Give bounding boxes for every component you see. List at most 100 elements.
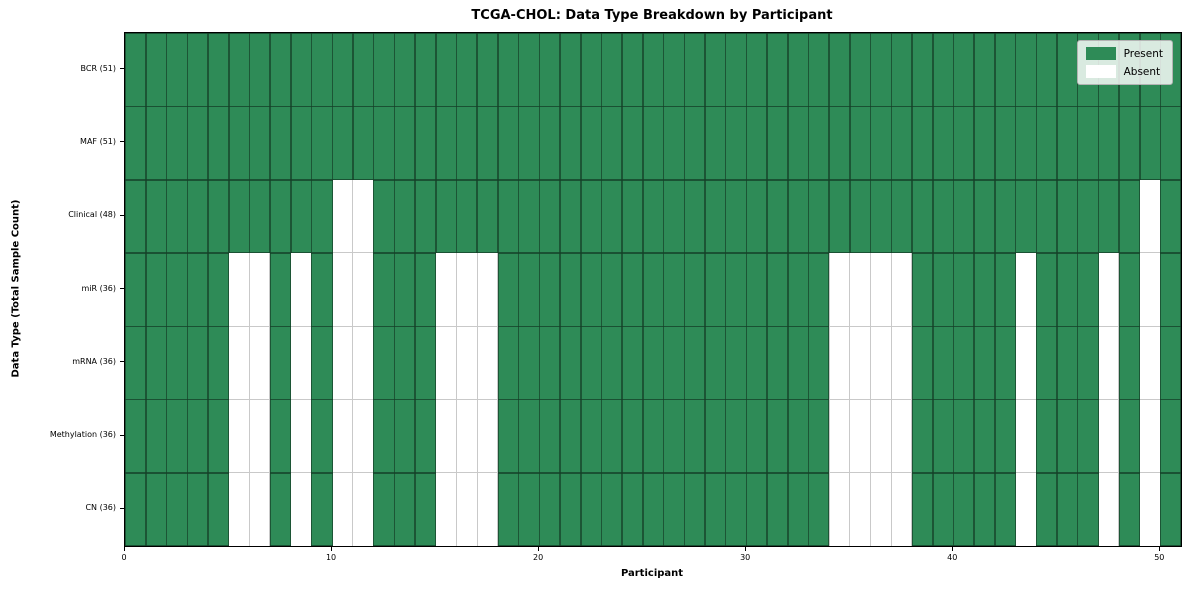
heatmap-cell [973,252,996,327]
heatmap-cell [973,179,996,254]
heatmap-cell [187,179,209,254]
legend: Present Absent [1076,40,1173,85]
heatmap-cell [187,399,209,474]
heatmap-cell [746,399,768,474]
heatmap-cell [249,106,271,181]
heatmap-cell [994,179,1016,254]
heatmap-cell [207,179,230,254]
heatmap-cell [456,179,478,254]
heatmap-cell [125,179,147,254]
heatmap-cell [559,326,582,400]
x-tick-mark [1158,546,1160,551]
heatmap-cell [953,472,975,547]
heatmap-cell [539,252,561,327]
heatmap-cell [621,33,644,107]
heatmap-cell [580,33,602,107]
heatmap-cell [663,472,685,547]
heatmap-cell [601,179,623,254]
heatmap-cell [249,179,271,254]
heatmap-cell [414,472,437,547]
heatmap-cell [187,252,209,327]
heatmap-cell [746,106,768,181]
heatmap-cell [187,472,209,547]
y-tick-mark [120,361,124,363]
heatmap-cell [290,33,312,107]
heatmap-cell [1077,179,1099,254]
heatmap-cell [1036,399,1058,474]
heatmap-cell [207,252,230,327]
heatmap-cell [207,106,230,181]
heatmap-cell [373,252,395,327]
heatmap-cell [559,179,582,254]
heatmap-cell [973,106,996,181]
heatmap-cell [166,179,188,254]
heatmap-cell [973,33,996,107]
heatmap-cell [1118,252,1141,327]
heatmap-cell [1118,399,1141,474]
heatmap-cell [870,179,892,254]
heatmap-cell [766,179,789,254]
heatmap-cell [311,326,333,400]
heatmap-cell [1056,399,1078,474]
heatmap-cell [207,326,230,400]
heatmap-cell [1036,252,1058,327]
heatmap-cell [621,106,644,181]
heatmap-cell [932,399,954,474]
heatmap-cell [891,33,913,107]
heatmap-cell [414,179,437,254]
heatmap-cell [911,326,934,400]
heatmap-cell [1160,399,1182,474]
heatmap-cell [808,106,830,181]
x-tick-mark [330,546,332,551]
heatmap-cell [311,179,333,254]
heatmap-cell [994,106,1016,181]
heatmap-cell [932,33,954,107]
heatmap-cell [145,179,167,254]
heatmap-cell [394,252,416,327]
heatmap-cell [145,326,167,400]
heatmap-cell [497,106,519,181]
heatmap-cell [518,399,540,474]
heatmap-cell [746,252,768,327]
y-tick-label: BCR (51) [80,63,116,73]
heatmap-cell [766,472,789,547]
heatmap-cell [518,179,540,254]
heatmap-cell [1056,33,1078,107]
heatmap-cell [394,106,416,181]
heatmap-cell [518,326,540,400]
heatmap-cell [249,33,271,107]
heatmap-cell [414,33,437,107]
gridline-vertical [476,33,478,546]
heatmap-cell [166,399,188,474]
heatmap-cell [269,106,292,181]
y-tick-mark [120,434,124,436]
heatmap-cell [166,472,188,547]
heatmap-cell [539,399,561,474]
x-tick-label: 30 [740,553,751,562]
heatmap-cell [518,252,540,327]
heatmap-cell [187,106,209,181]
heatmap-cell [332,106,354,181]
heatmap-cell [1056,106,1078,181]
heatmap-cell [911,399,934,474]
heatmap-cell [497,33,519,107]
heatmap-cell [1036,472,1058,547]
heatmap-cell [621,326,644,400]
legend-item-present: Present [1085,47,1163,60]
gridline-vertical [869,33,871,546]
heatmap-cell [766,106,789,181]
heatmap-cell [1036,179,1058,254]
heatmap-cell [642,179,664,254]
heatmap-cell [766,33,789,107]
heatmap-cell [394,399,416,474]
heatmap-cell [642,106,664,181]
heatmap-cell [1056,472,1078,547]
heatmap-cell [932,472,954,547]
heatmap-cell [911,472,934,547]
heatmap-cell [994,33,1016,107]
heatmap-cell [145,106,167,181]
heatmap-cell [766,399,789,474]
heatmap-cell [704,33,726,107]
heatmap-cell [207,472,230,547]
heatmap-cell [373,326,395,400]
